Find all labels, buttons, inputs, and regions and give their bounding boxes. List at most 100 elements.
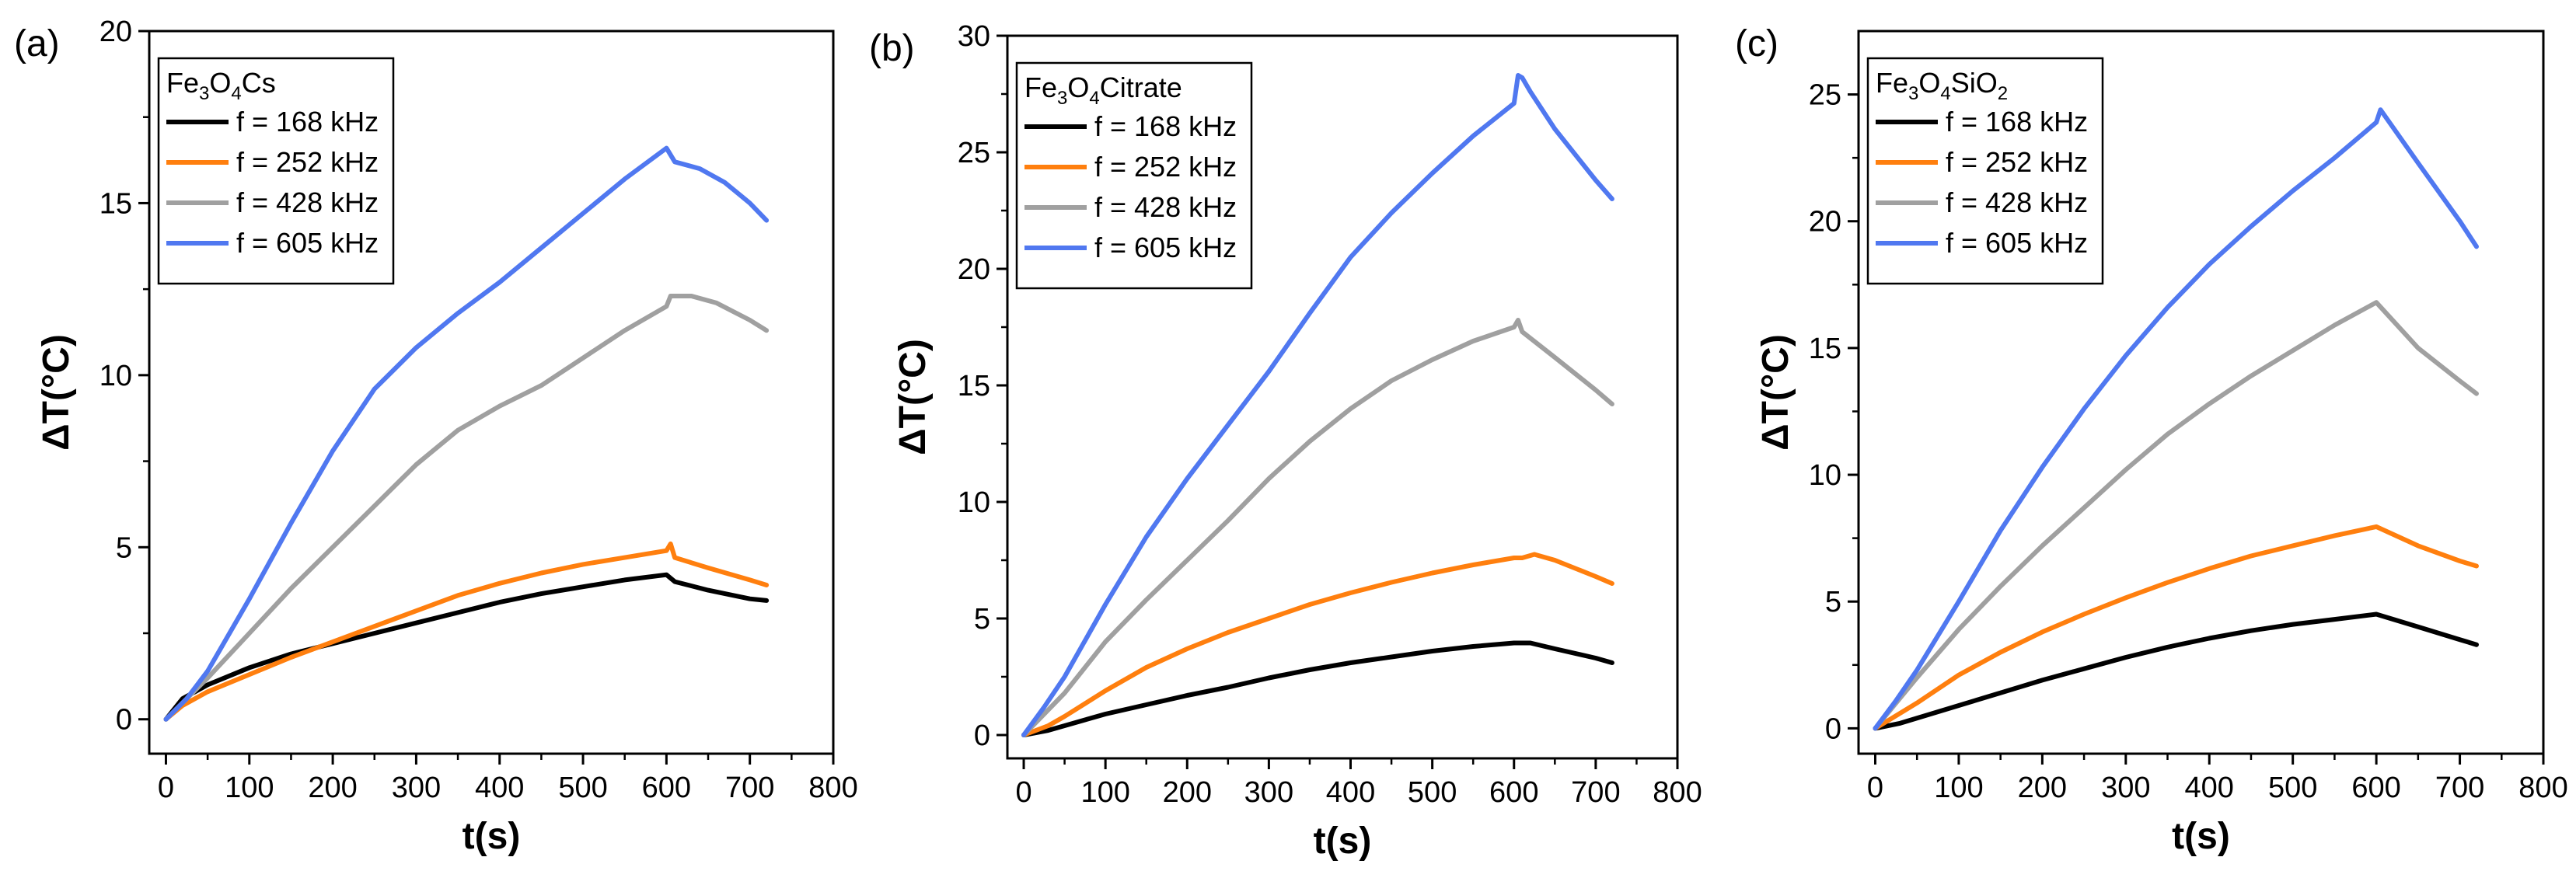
y-tick-label: 10 — [958, 486, 990, 519]
legend-title-subscript: 4 — [1089, 88, 1099, 109]
series-line-f428-khz — [163, 294, 770, 722]
x-tick-label: 600 — [1489, 776, 1538, 809]
x-tick-label: 200 — [308, 772, 357, 804]
legend-label-f428-khz: f = 428 kHz — [1946, 186, 2088, 218]
x-tick-label: 400 — [1326, 776, 1375, 809]
x-axis-label: t(s) — [1314, 821, 1372, 862]
y-axis-label: ΔT(°C) — [892, 339, 934, 455]
plot-frame — [148, 30, 835, 755]
series-line-f605-khz — [1021, 73, 1614, 737]
x-tick-label: 0 — [158, 772, 174, 804]
x-tick-label: 400 — [2185, 772, 2234, 804]
y-tick-label: 25 — [1809, 79, 1841, 112]
legend-title-subscript: 4 — [1940, 83, 1950, 104]
y-tick-label: 0 — [1825, 713, 1841, 745]
legend-title-part: Fe — [1876, 67, 1908, 99]
y-tick-label: 20 — [958, 253, 990, 286]
legend-title-subscript: 3 — [1908, 83, 1918, 104]
panel-label: (c) — [1735, 23, 1778, 64]
series-line-f428-khz — [1021, 318, 1614, 737]
chart-panel-3: 0 100 200 300 400 500 600 700 800 0 5 10 15 20 25 t(s) Δ… — [1735, 23, 2568, 857]
plot-frame — [1857, 30, 2545, 755]
x-tick-label: 600 — [642, 772, 691, 804]
x-tick-label: 200 — [2018, 772, 2067, 804]
y-tick-label: 10 — [99, 360, 132, 392]
legend-title-part: Fe — [166, 67, 199, 99]
x-tick-label: 400 — [475, 772, 524, 804]
x-tick-label: 800 — [808, 772, 857, 804]
y-tick-label: 30 — [958, 20, 990, 53]
legend-label-f252-khz: f = 252 kHz — [1946, 146, 2088, 178]
x-tick-label: 500 — [2268, 772, 2317, 804]
legend-label-f252-khz: f = 252 kHz — [236, 146, 379, 178]
legend-box — [1015, 61, 1253, 290]
y-tick-label: 20 — [99, 16, 132, 48]
x-tick-label: 100 — [225, 772, 274, 804]
x-tick-label: 200 — [1163, 776, 1212, 809]
legend-label-f168-khz: f = 168 kHz — [236, 106, 379, 138]
x-axis-label: t(s) — [462, 816, 521, 857]
legend-label-f605-khz: f = 605 kHz — [1946, 227, 2088, 259]
legend-title: Fe3O4Cs — [166, 67, 276, 104]
x-tick-label: 100 — [1080, 776, 1129, 809]
series-line-f168-khz — [1021, 640, 1614, 737]
chart-panel-2: 0 100 200 300 400 500 600 700 800 0 5 10 15 20 25 30 t(s… — [869, 20, 1702, 862]
x-tick-label: 500 — [558, 772, 607, 804]
x-tick-label: 800 — [1653, 776, 1702, 809]
y-axis-label: ΔT(°C) — [1755, 334, 1796, 451]
y-tick-label: 25 — [958, 137, 990, 169]
y-tick-label: 0 — [116, 704, 132, 737]
x-tick-label: 700 — [2435, 772, 2484, 804]
legend-title: Fe3O4Citrate — [1024, 71, 1182, 109]
y-axis-label: ΔT(°C) — [36, 334, 77, 451]
series-line-f605-khz — [1873, 107, 2479, 731]
y-tick-label: 15 — [99, 187, 132, 220]
x-tick-label: 300 — [2101, 772, 2150, 804]
legend-label-f168-khz: f = 168 kHz — [1094, 110, 1237, 142]
y-tick-label: 0 — [974, 719, 990, 752]
legend-title-subscript: 3 — [199, 83, 209, 104]
legend-title-part: SiO — [1951, 67, 1998, 99]
legend-title-part: O — [209, 67, 231, 99]
x-tick-label: 0 — [1867, 772, 1883, 804]
x-tick-label: 700 — [1571, 776, 1620, 809]
x-tick-label: 0 — [1015, 776, 1031, 809]
legend-label-f428-khz: f = 428 kHz — [1094, 191, 1237, 223]
x-tick-label: 300 — [392, 772, 441, 804]
legend-title-part: O — [1067, 71, 1089, 103]
panel-label: (b) — [869, 28, 915, 69]
series-line-f252-khz — [163, 541, 770, 722]
y-tick-label: 15 — [958, 370, 990, 402]
chart-panel-1: 0 100 200 300 400 500 600 700 800 0 5 10 15 20 t(s) ΔT(… — [14, 16, 858, 857]
series-line-f252-khz — [1021, 552, 1614, 737]
y-tick-label: 5 — [1825, 586, 1841, 618]
series-line-f168-khz — [1873, 611, 2479, 731]
series-line-f252-khz — [1873, 524, 2479, 731]
legend-title-subscript: 3 — [1057, 88, 1067, 109]
legend-box — [1866, 57, 2104, 285]
legend-label-f168-khz: f = 168 kHz — [1946, 106, 2088, 138]
plot-frame — [1006, 34, 1679, 760]
legend-box — [157, 57, 395, 285]
panel-label: (a) — [14, 23, 60, 64]
y-tick-label: 20 — [1809, 206, 1841, 239]
series-line-f428-khz — [1873, 300, 2479, 731]
legend-title-part: O — [1918, 67, 1940, 99]
legend-label-f605-khz: f = 605 kHz — [1094, 232, 1237, 263]
legend-title-part: Citrate — [1100, 71, 1182, 103]
y-tick-label: 5 — [116, 531, 132, 564]
x-tick-label: 500 — [1408, 776, 1457, 809]
x-tick-label: 600 — [2351, 772, 2400, 804]
legend-title-subscript: 2 — [1998, 83, 2008, 104]
legend-title-subscript: 4 — [231, 83, 241, 104]
legend-title-part: Cs — [242, 67, 276, 99]
series-line-f605-khz — [163, 145, 770, 722]
legend-title-part: Fe — [1024, 71, 1057, 103]
legend-title: Fe3O4SiO2 — [1876, 67, 2008, 104]
series-line-f168-khz — [163, 572, 770, 722]
legend-label-f605-khz: f = 605 kHz — [236, 227, 379, 259]
